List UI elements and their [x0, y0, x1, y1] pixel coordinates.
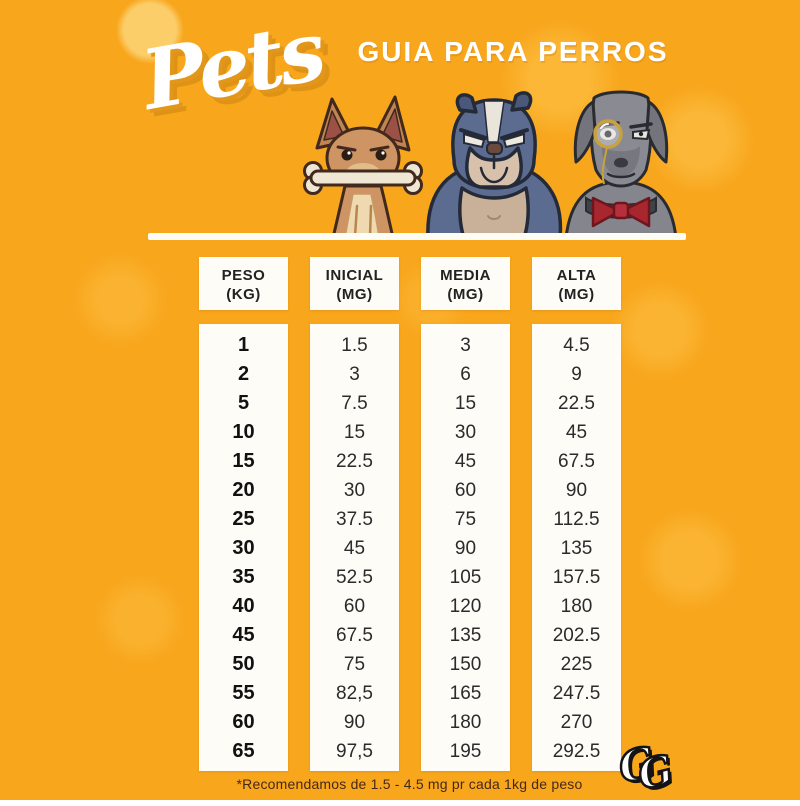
table-cell: 15	[454, 393, 477, 414]
column-header: INICIAL (MG)	[310, 257, 399, 310]
table-cell: 30	[232, 537, 255, 559]
column-header: ALTA (MG)	[532, 257, 621, 310]
bulldog-illustration	[426, 91, 563, 238]
column-header-unit: (KG)	[226, 286, 261, 303]
table-cell: 1	[237, 334, 250, 356]
column-header-unit: (MG)	[447, 286, 484, 303]
bulldog-left-ear	[455, 93, 478, 114]
table-cell: 45	[232, 624, 255, 646]
table-cell: 45	[454, 451, 477, 472]
bone	[303, 161, 423, 195]
table-cell: 195	[449, 741, 482, 762]
column-header: MEDIA (MG)	[421, 257, 510, 310]
table-cell: 120	[449, 596, 482, 617]
table-cell: 180	[560, 596, 593, 617]
chihuahua-illustration	[303, 95, 423, 238]
table-cell: 3	[349, 364, 360, 385]
table-column: MEDIA (MG) 3 6 15 30 45 60 75 90 105 120 135 150 165…	[421, 257, 510, 771]
footnote: *Recomendamos de 1.5 - 4.5 mg pr cada 1k…	[236, 776, 583, 792]
table-cell: 67.5	[558, 451, 595, 472]
table-cell: 105	[449, 567, 482, 588]
column-header-title: INICIAL	[325, 267, 384, 284]
column-header-title: ALTA	[556, 267, 597, 284]
column-header-title: MEDIA	[440, 267, 491, 284]
table-cell: 15	[232, 450, 255, 472]
table-cell: 225	[560, 654, 593, 675]
table-cell: 135	[449, 625, 482, 646]
table-cell: 40	[232, 595, 255, 617]
table-cell: 10	[232, 421, 255, 443]
table-cell: 60	[232, 711, 255, 733]
table-cell: 270	[560, 712, 593, 733]
watermark-letter: G	[632, 744, 679, 800]
table-cell: 180	[449, 712, 482, 733]
table-cell: 90	[454, 538, 477, 559]
table-cell: 165	[449, 683, 482, 704]
column-header-unit: (MG)	[336, 286, 373, 303]
section-divider	[148, 233, 686, 240]
gg-watermark-logo: G G	[612, 728, 697, 805]
table-cell: 55	[232, 682, 255, 704]
dose-table: PESO (KG) 1 2 5 10 15 20 25 30 35 40 45 50 55 60 65 IN…	[199, 257, 621, 771]
table-cell: 157.5	[552, 567, 601, 588]
table-cell: 75	[343, 654, 366, 675]
table-cell: 247.5	[552, 683, 601, 704]
table-cell: 50	[232, 653, 255, 675]
table-cell: 37.5	[336, 509, 373, 530]
table-cell: 3	[460, 335, 471, 356]
table-cell: 292.5	[552, 741, 601, 762]
table-cell: 45	[343, 538, 366, 559]
table-cell: 67.5	[336, 625, 373, 646]
table-cell: 20	[232, 479, 255, 501]
table-column: INICIAL (MG) 1.5 3 7.5 15 22.5 30 37.5 45 52.5 60…	[310, 257, 399, 771]
table-cell: 5	[237, 392, 250, 414]
column-body: 4.5 9 22.5 45 67.5 90 112.5 135 157.5 180 202.5 225…	[532, 324, 621, 771]
bulldog-chest	[458, 186, 530, 238]
table-cell: 90	[565, 480, 588, 501]
table-cell: 22.5	[558, 393, 595, 414]
table-column: ALTA (MG) 4.5 9 22.5 45 67.5 90 112.5 135 157.5 1…	[532, 257, 621, 771]
table-cell: 82,5	[336, 683, 373, 704]
table-cell: 150	[449, 654, 482, 675]
page-title: GUIA PARA PERROS	[357, 36, 669, 67]
column-header-unit: (MG)	[558, 286, 595, 303]
table-cell: 15	[343, 422, 366, 443]
table-cell: 22.5	[336, 451, 373, 472]
table-cell: 9	[571, 364, 582, 385]
column-body: 3 6 15 30 45 60 75 90 105 120 135 150 165 180 195	[421, 324, 510, 771]
column-body: 1 2 5 10 15 20 25 30 35 40 45 50 55 60 65	[199, 324, 288, 771]
table-cell: 45	[565, 422, 588, 443]
table-cell: 60	[454, 480, 477, 501]
table-cell: 112.5	[553, 509, 600, 530]
table-cell: 30	[343, 480, 366, 501]
table-cell: 202.5	[552, 625, 601, 646]
table-cell: 35	[232, 566, 255, 588]
table-cell: 52.5	[336, 567, 373, 588]
dane-right-ear	[645, 100, 669, 164]
table-cell: 65	[232, 740, 255, 762]
bow-tie-icon	[591, 196, 651, 228]
table-cell: 1.5	[341, 335, 368, 356]
table-column: PESO (KG) 1 2 5 10 15 20 25 30 35 40 45 50 55 60 65	[199, 257, 288, 771]
column-body: 1.5 3 7.5 15 22.5 30 37.5 45 52.5 60 67.5 75 82,5 90 9…	[310, 324, 399, 771]
column-header-title: PESO	[221, 267, 266, 284]
table-cell: 60	[343, 596, 366, 617]
great-dane-illustration	[564, 90, 678, 238]
table-cell: 7.5	[341, 393, 368, 414]
table-cell: 75	[454, 509, 477, 530]
monocle-icon	[593, 119, 623, 185]
table-cell: 97,5	[336, 741, 373, 762]
table-cell: 2	[237, 363, 250, 385]
table-cell: 30	[454, 422, 477, 443]
table-cell: 135	[560, 538, 593, 559]
table-cell: 25	[232, 508, 255, 530]
column-header: PESO (KG)	[199, 257, 288, 310]
bulldog-right-ear	[510, 91, 533, 112]
table-cell: 90	[343, 712, 366, 733]
table-cell: 6	[460, 364, 471, 385]
table-cell: 4.5	[563, 335, 590, 356]
dane-left-ear	[573, 100, 597, 164]
